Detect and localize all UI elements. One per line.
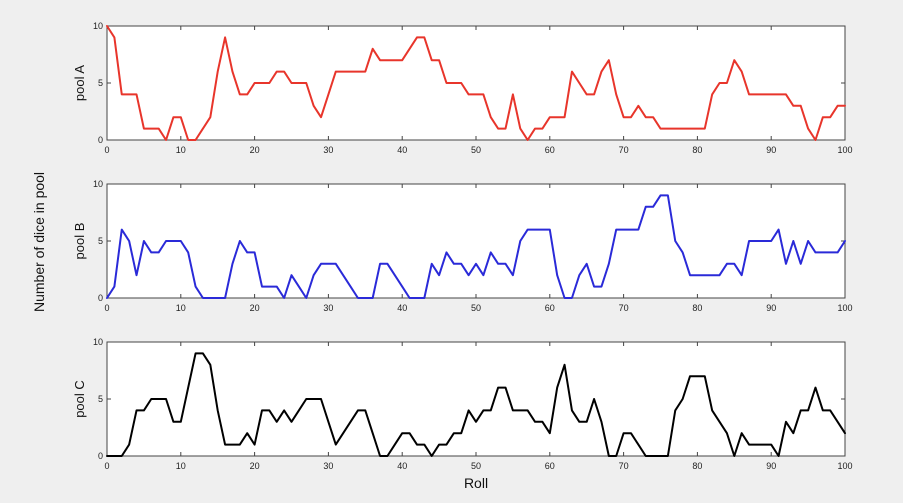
pool-a-axes-box xyxy=(106,25,846,141)
pool-a-panel: 0 10 20 30 40 50 60 70 80 90 100 0 5 10 pool A xyxy=(72,21,853,155)
pool-c-panel: 0 10 20 30 40 50 60 70 80 90 100 0 5 10 pool C Roll xyxy=(72,337,853,491)
pool-c-xtick-label: 80 xyxy=(692,461,702,471)
pool-c-xtick-label: 60 xyxy=(545,461,555,471)
pool-c-axes-box xyxy=(106,341,846,457)
pool-c-xtick-label: 20 xyxy=(250,461,260,471)
pool-b-xtick-label: 10 xyxy=(176,303,186,313)
pool-b-axes-box xyxy=(106,183,846,299)
pool-a-ytick-label: 5 xyxy=(98,78,103,88)
pool-a-ylabel: pool A xyxy=(72,65,87,101)
pool-c-xtick-label: 40 xyxy=(397,461,407,471)
pool-c-xtick-label: 50 xyxy=(471,461,481,471)
pool-b-xtick-label: 100 xyxy=(837,303,852,313)
pool-b-xtick-label: 20 xyxy=(250,303,260,313)
pool-b-xtick-label: 30 xyxy=(323,303,333,313)
pool-c-xtick-label: 0 xyxy=(104,461,109,471)
x-axis-label: Roll xyxy=(464,475,488,491)
pool-a-xtick-label: 100 xyxy=(837,145,852,155)
pool-b-xtick-label: 70 xyxy=(619,303,629,313)
pool-c-xtick-label: 10 xyxy=(176,461,186,471)
pool-c-xtick-label: 30 xyxy=(323,461,333,471)
pool-a-ytick-label: 0 xyxy=(98,135,103,145)
pool-c-xtick-label: 90 xyxy=(766,461,776,471)
pool-b-ytick-label: 5 xyxy=(98,236,103,246)
pool-b-xtick-label: 40 xyxy=(397,303,407,313)
pool-a-xtick-label: 40 xyxy=(397,145,407,155)
pool-a-xtick-label: 20 xyxy=(250,145,260,155)
pool-c-ytick-label: 0 xyxy=(98,451,103,461)
pool-a-xtick-label: 90 xyxy=(766,145,776,155)
pool-b-xtick-label: 50 xyxy=(471,303,481,313)
pool-b-ytick-label: 10 xyxy=(93,179,103,189)
pool-b-xtick-label: 60 xyxy=(545,303,555,313)
pool-c-ylabel: pool C xyxy=(72,380,87,418)
pool-a-xtick-label: 80 xyxy=(692,145,702,155)
pool-a-ytick-label: 10 xyxy=(93,21,103,31)
pool-a-xtick-label: 30 xyxy=(323,145,333,155)
pool-c-xtick-label: 70 xyxy=(619,461,629,471)
pool-a-xtick-label: 10 xyxy=(176,145,186,155)
pool-c-ytick-label: 5 xyxy=(98,394,103,404)
pool-c-xtick-label: 100 xyxy=(837,461,852,471)
pool-c-ytick-label: 10 xyxy=(93,337,103,347)
figure-ylabel: Number of dice in pool xyxy=(31,172,47,312)
pool-a-xtick-label: 50 xyxy=(471,145,481,155)
pool-b-xtick-label: 90 xyxy=(766,303,776,313)
pool-b-ylabel: pool B xyxy=(72,223,87,260)
pool-b-xtick-label: 0 xyxy=(104,303,109,313)
pool-b-ytick-label: 0 xyxy=(98,293,103,303)
pool-a-xtick-label: 0 xyxy=(104,145,109,155)
pool-a-xtick-label: 70 xyxy=(619,145,629,155)
pool-a-series-line xyxy=(106,25,846,141)
pool-b-xtick-label: 80 xyxy=(692,303,702,313)
pool-c-series-line xyxy=(106,352,846,457)
pool-a-xtick-label: 60 xyxy=(545,145,555,155)
pool-b-panel: 0 10 20 30 40 50 60 70 80 90 100 0 5 10 pool B xyxy=(72,179,853,313)
pool-b-series-line xyxy=(106,194,846,299)
